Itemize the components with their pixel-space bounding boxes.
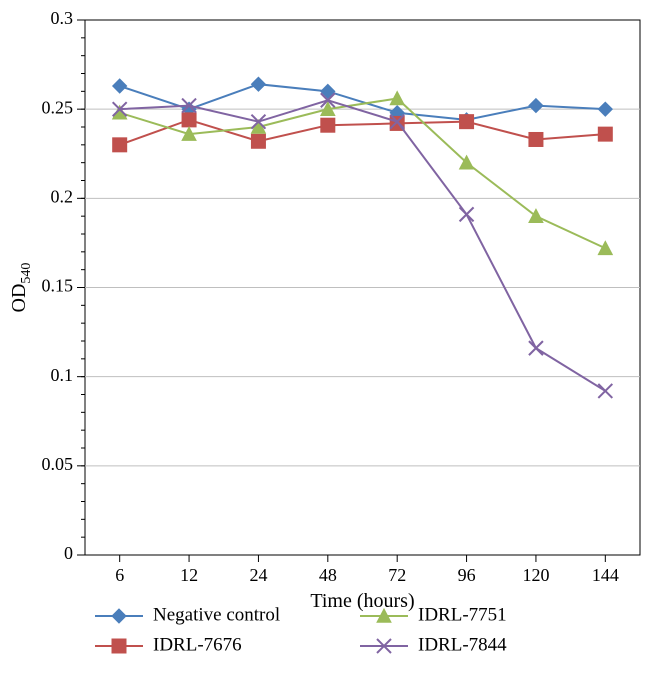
y-tick-label: 0.25 — [42, 97, 74, 117]
y-tick-label: 0 — [64, 543, 73, 563]
legend-label: Negative control — [153, 604, 280, 625]
x-tick-label: 48 — [319, 565, 337, 585]
chart-container: 0 0.05 0.1 0.15 0.2 0.25 0.3 6 12 24 48 72 96 120 144 T… — [0, 0, 661, 692]
x-tick-label: 6 — [115, 565, 124, 585]
y-tick-label: 0.15 — [42, 276, 74, 296]
x-axis-label: Time (hours) — [310, 590, 414, 612]
x-tick-label: 96 — [458, 565, 476, 585]
y-tick-label: 0.1 — [51, 365, 74, 385]
legend-label: IDRL-7676 — [153, 634, 242, 655]
line-chart: 0 0.05 0.1 0.15 0.2 0.25 0.3 6 12 24 48 72 96 120 144 T… — [0, 0, 661, 692]
legend-label: IDRL-7844 — [418, 634, 507, 655]
y-tick-label: 0.3 — [51, 8, 74, 28]
x-tick-label: 144 — [592, 565, 619, 585]
x-tick-label: 120 — [522, 565, 549, 585]
y-tick-label: 0.2 — [51, 186, 74, 206]
y-tick-label: 0.05 — [42, 454, 74, 474]
x-tick-label: 24 — [249, 565, 267, 585]
x-tick-label: 12 — [180, 565, 198, 585]
x-tick-label: 72 — [388, 565, 406, 585]
legend-label: IDRL-7751 — [418, 604, 507, 625]
